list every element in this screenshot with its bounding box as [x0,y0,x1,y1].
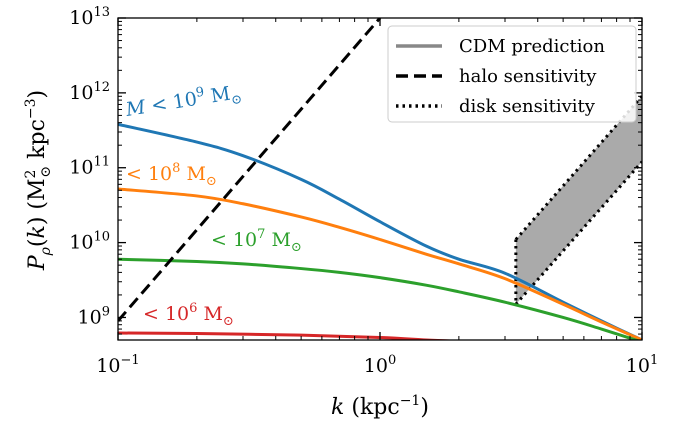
legend: CDM prediction halo sensitivity disk sen… [387,25,637,123]
series-line-1e9 [118,122,642,340]
legend-label-disk: disk sensitivity [459,96,596,117]
x-tick-label: 100 [364,353,396,377]
series-line-1e7 [118,257,641,340]
y-tick-label: 1010 [69,230,110,254]
series-label-1e8: < 108 M⊙ [126,161,217,189]
y-tick-label: 1012 [69,80,110,104]
y-axis-label: Pρ(k) (M2⊙ kpc−3) [23,90,54,271]
halo-sensitivity-line [118,18,382,322]
x-tick-label: 10−1 [96,353,139,377]
x-tick-label: 101 [626,353,658,377]
y-tick-label: 1013 [69,5,110,29]
disk-sensitivity-band [515,96,642,305]
series-line-1e8 [118,187,642,340]
series-label-1e9: M < 109 M⊙ [123,79,243,125]
y-tick-label: 109 [78,304,110,328]
legend-label-halo: halo sensitivity [459,66,597,87]
series-line-1e6 [118,331,459,340]
series-label-1e6: < 106 M⊙ [143,301,234,329]
series-label-1e7: < 107 M⊙ [211,227,302,255]
legend-label-cdm: CDM prediction [459,36,605,57]
legend-box [387,25,637,123]
y-axis-ticks: 109 1010 1011 1012 1013 [69,5,642,341]
x-axis-ticks: 10−1 100 101 [96,18,658,377]
y-tick-label: 1011 [69,155,110,179]
plot-area [118,18,642,340]
x-axis-label: k (kpc−1) [331,393,429,420]
